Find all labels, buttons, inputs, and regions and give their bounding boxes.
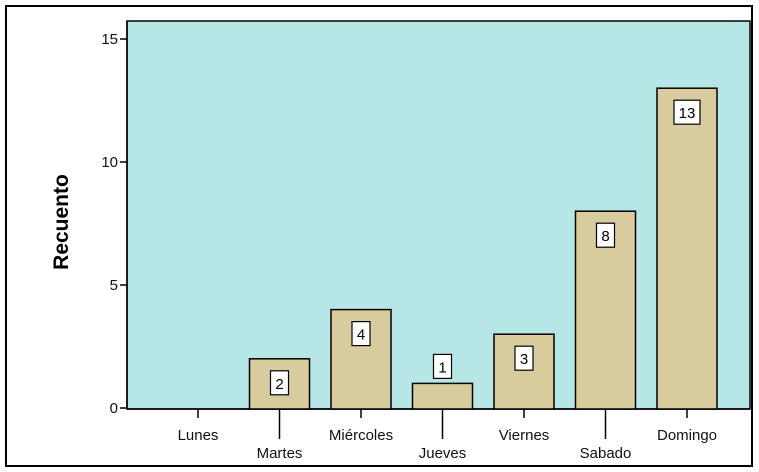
x-tick-label: Martes (257, 445, 303, 462)
data-label: 3 (520, 351, 528, 368)
bars (248, 87, 718, 410)
data-label-box (351, 321, 371, 347)
x-tick-label: Miércoles (329, 427, 393, 444)
x-tick-label: Sabado (580, 445, 632, 462)
y-tick-label: 0 (110, 400, 118, 417)
y-axis-label: Recuento (50, 174, 73, 270)
data-label-box (432, 353, 453, 379)
bar (493, 333, 555, 410)
y-axis: 0 5 10 15 (101, 21, 128, 417)
x-tick-label: Lunes (178, 427, 219, 444)
plot-area (126, 20, 751, 410)
x-axis: Lunes Martes Miércoles Jueves Viernes Sabado D… (127, 408, 750, 462)
data-label: 8 (601, 228, 609, 245)
data-label-box (269, 370, 290, 396)
x-tick-label: Jueves (419, 445, 467, 462)
data-label-box (514, 345, 534, 371)
data-label: 13 (679, 105, 696, 122)
y-tick-label: 10 (101, 154, 118, 171)
data-label-box (673, 99, 701, 125)
x-tick-label: Domingo (657, 427, 717, 444)
data-label: 1 (438, 359, 446, 376)
y-tick-label: 5 (110, 277, 118, 294)
data-label: 2 (275, 376, 283, 393)
y-tick-label: 15 (101, 31, 118, 48)
bar (411, 382, 474, 410)
data-label-box (595, 222, 616, 248)
x-tick-label: Viernes (499, 427, 550, 444)
data-label: 4 (357, 327, 365, 344)
bar (656, 87, 718, 410)
